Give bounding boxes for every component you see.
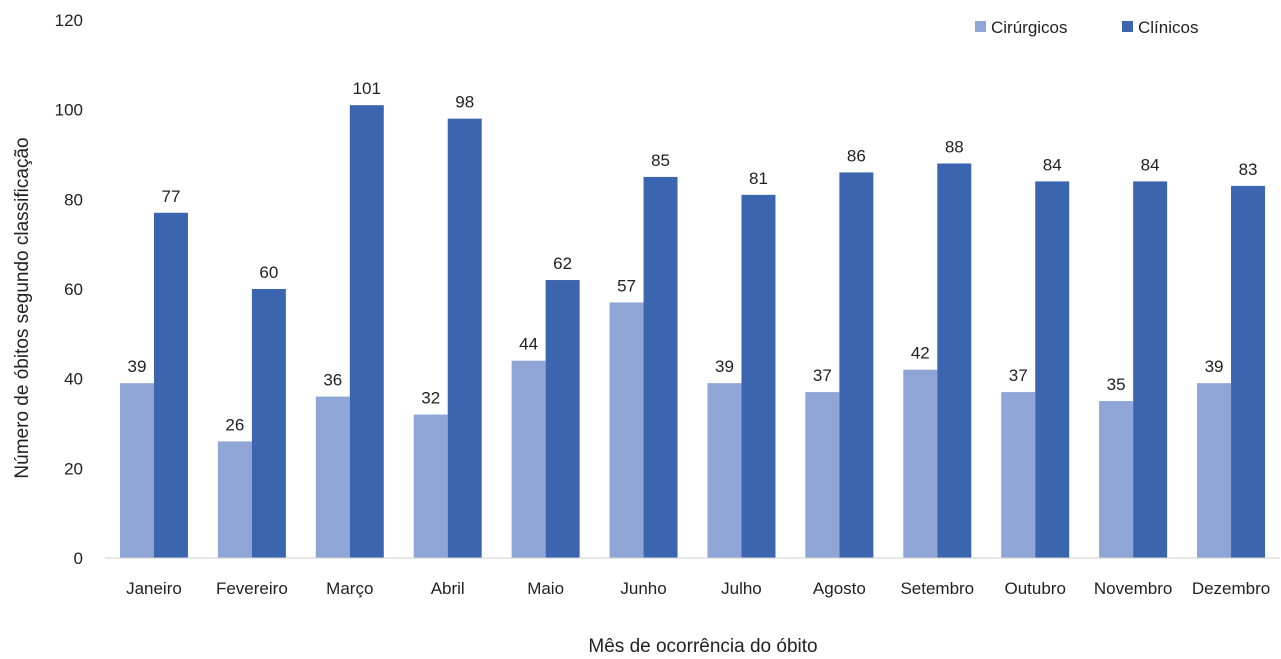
y-axis-title: Número de óbitos segundo classificação <box>12 137 33 478</box>
bar-cirurgicos <box>1099 401 1134 558</box>
bar-clinicos <box>447 118 482 558</box>
bar-cirurgicos <box>1001 392 1036 558</box>
legend-swatch-cirurgicos <box>975 21 986 32</box>
y-tick-label: 80 <box>64 190 83 209</box>
x-tick-label: Setembro <box>900 579 974 598</box>
bar-cirurgicos <box>805 392 840 558</box>
x-tick-label: Julho <box>721 579 762 598</box>
data-label: 98 <box>455 93 474 112</box>
data-label: 60 <box>259 263 278 282</box>
bar-clinicos <box>937 163 972 558</box>
legend-label: Cirúrgicos <box>991 18 1068 37</box>
y-tick-label: 120 <box>55 11 83 30</box>
bar-cirurgicos <box>903 369 938 558</box>
bar-cirurgicos <box>609 302 644 558</box>
data-label: 39 <box>715 357 734 376</box>
x-axis: Janeiro Fevereiro Março Abril Maio Junho Julho… <box>126 579 1270 598</box>
bar-clinicos <box>1231 185 1266 558</box>
bar-clinicos <box>741 194 776 558</box>
x-tick-label: Agosto <box>813 579 866 598</box>
legend-label: Clínicos <box>1138 18 1198 37</box>
x-tick-label: Dezembro <box>1192 579 1270 598</box>
y-tick-label: 0 <box>74 549 83 568</box>
bar-cirurgicos <box>413 414 448 558</box>
legend-swatch-clinicos <box>1122 21 1133 32</box>
data-label: 84 <box>1043 155 1062 174</box>
data-label: 35 <box>1107 375 1126 394</box>
data-label: 57 <box>617 276 636 295</box>
data-label: 42 <box>911 344 930 363</box>
data-label: 39 <box>1205 357 1224 376</box>
data-label: 84 <box>1141 155 1160 174</box>
data-label: 101 <box>353 79 381 98</box>
data-label: 77 <box>161 187 180 206</box>
x-tick-label: Janeiro <box>126 579 182 598</box>
data-label: 37 <box>813 366 832 385</box>
bar-clinicos <box>349 105 384 558</box>
data-label: 81 <box>749 169 768 188</box>
x-tick-label: Fevereiro <box>216 579 288 598</box>
bar-cirurgicos <box>707 383 742 558</box>
data-label: 26 <box>225 415 244 434</box>
bar-cirurgicos <box>315 396 350 558</box>
bar-clinicos <box>545 280 580 558</box>
data-label: 88 <box>945 137 964 156</box>
x-tick-label: Outubro <box>1004 579 1065 598</box>
data-label: 62 <box>553 254 572 273</box>
x-tick-label: Março <box>326 579 373 598</box>
x-axis-title: Mês de ocorrência do óbito <box>588 636 817 657</box>
data-label: 32 <box>421 389 440 408</box>
x-tick-label: Novembro <box>1094 579 1172 598</box>
y-tick-label: 20 <box>64 459 83 478</box>
bar-cirurgicos <box>217 441 252 558</box>
y-tick-label: 60 <box>64 280 83 299</box>
bar-cirurgicos <box>119 383 154 558</box>
data-label: 39 <box>127 357 146 376</box>
x-tick-label: Maio <box>527 579 564 598</box>
bar-clinicos <box>643 176 678 558</box>
bar-clinicos <box>1035 181 1070 558</box>
y-tick-label: 100 <box>55 101 83 120</box>
x-tick-label: Junho <box>620 579 666 598</box>
bar-clinicos <box>1133 181 1168 558</box>
bars-group <box>119 105 1266 559</box>
bar-clinicos <box>839 172 874 558</box>
data-label: 83 <box>1239 160 1258 179</box>
bar-cirurgicos <box>511 360 546 558</box>
legend: Cirúrgicos Clínicos <box>975 18 1198 37</box>
data-label: 85 <box>651 151 670 170</box>
y-tick-label: 40 <box>64 370 83 389</box>
data-label: 37 <box>1009 366 1028 385</box>
y-axis: 0 20 40 60 80 100 120 <box>55 11 83 568</box>
data-label: 36 <box>323 371 342 390</box>
bar-clinicos <box>251 289 286 558</box>
bar-clinicos <box>153 212 188 559</box>
data-label: 44 <box>519 335 538 354</box>
data-labels: 39 77 26 60 36 101 32 98 44 62 57 85 39 81 37 86 42 88 37 8… <box>127 79 1257 434</box>
data-label: 86 <box>847 146 866 165</box>
x-tick-label: Abril <box>431 579 465 598</box>
bar-cirurgicos <box>1197 383 1232 558</box>
